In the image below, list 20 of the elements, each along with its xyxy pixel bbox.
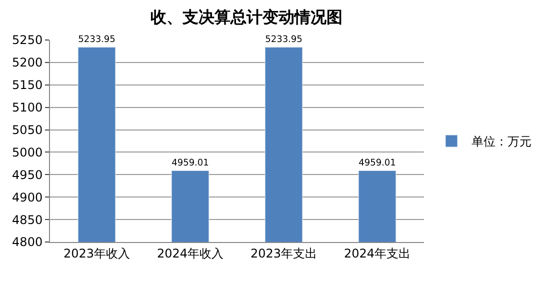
- y-tick-label: 5150: [12, 78, 43, 92]
- y-tick-label: 4800: [12, 235, 43, 250]
- y-tick-label: 5250: [12, 33, 43, 48]
- x-tick-label: 2023年收入: [63, 246, 130, 260]
- data-label: 4959.01: [358, 158, 396, 168]
- y-tick-label: 5100: [12, 100, 43, 115]
- y-tick-label: 4900: [12, 190, 43, 204]
- y-tick-label: 5200: [12, 56, 43, 70]
- y-tick-label: 4950: [12, 168, 43, 182]
- data-label: 4959.01: [172, 158, 209, 168]
- y-tick-label: 4850: [12, 212, 43, 227]
- y-tick-label: 5050: [12, 122, 43, 137]
- y-tick-label: 5000: [12, 145, 43, 160]
- chart-title: 收、支决算总计变动情况图: [150, 7, 343, 26]
- data-label: 5233.95: [78, 34, 116, 45]
- x-tick-label: 2024年支出: [344, 246, 411, 260]
- x-tick-label: 2024年收入: [156, 246, 224, 260]
- data-label: 5233.95: [265, 34, 302, 45]
- legend-label: 单位：万元: [471, 134, 532, 149]
- x-tick-label: 2023年支出: [250, 246, 318, 260]
